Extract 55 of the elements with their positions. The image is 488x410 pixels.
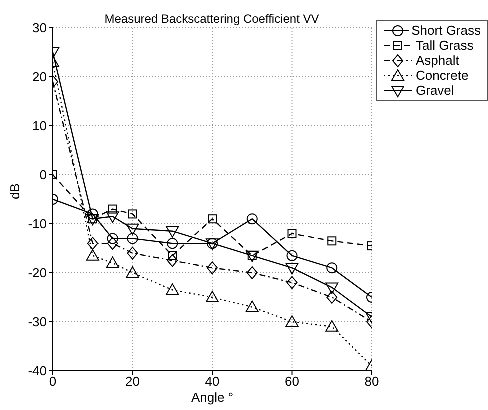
y-tick-label: -20 <box>28 266 47 281</box>
point <box>127 233 138 244</box>
y-tick-label: 0 <box>40 168 47 183</box>
y-tick-label: -10 <box>28 216 47 232</box>
legend-label: Short Grass <box>412 23 481 38</box>
point <box>167 238 178 250</box>
y-tick-label: -40 <box>28 364 47 379</box>
point <box>286 263 299 275</box>
point <box>207 262 218 275</box>
point <box>106 256 120 268</box>
point <box>166 284 180 296</box>
point <box>286 276 298 290</box>
point <box>286 250 298 262</box>
point <box>167 254 178 268</box>
point <box>326 291 338 304</box>
point <box>87 237 98 250</box>
point <box>107 233 118 244</box>
point <box>87 208 98 220</box>
y-tick-label: -30 <box>28 314 47 330</box>
point <box>326 282 339 294</box>
legend-label: Gravel <box>416 83 454 98</box>
point <box>126 224 140 236</box>
x-tick-label: 40 <box>205 374 220 390</box>
legend-label: Concrete <box>416 68 469 83</box>
point <box>206 291 219 302</box>
chart-title: Measured Backscattering Coefficient VV <box>104 12 320 26</box>
point <box>208 214 217 224</box>
y-axis-title: dB <box>8 184 23 200</box>
point <box>128 210 138 219</box>
point <box>127 246 138 260</box>
point <box>107 237 118 250</box>
point <box>326 262 338 274</box>
point <box>108 204 118 214</box>
y-tick-label: 10 <box>32 118 47 134</box>
legend-label: Tall Grass <box>416 38 474 53</box>
point <box>288 229 297 238</box>
point <box>286 316 299 327</box>
x-tick-label: 60 <box>285 374 300 390</box>
point <box>166 226 180 238</box>
y-tick-label: 30 <box>32 20 47 36</box>
point <box>246 266 258 280</box>
point <box>126 266 140 278</box>
x-tick-label: 80 <box>364 374 380 390</box>
point <box>246 300 259 312</box>
x-tick-label: 0 <box>49 374 57 390</box>
point <box>106 212 120 224</box>
point <box>168 251 178 260</box>
point <box>86 249 100 261</box>
point <box>326 320 339 332</box>
x-tick-label: 20 <box>126 374 140 390</box>
y-tick-label: 20 <box>32 70 47 85</box>
x-axis-title: Angle ° <box>191 390 234 405</box>
point <box>246 214 258 225</box>
legend-label: Asphalt <box>416 53 460 68</box>
point <box>328 236 337 246</box>
